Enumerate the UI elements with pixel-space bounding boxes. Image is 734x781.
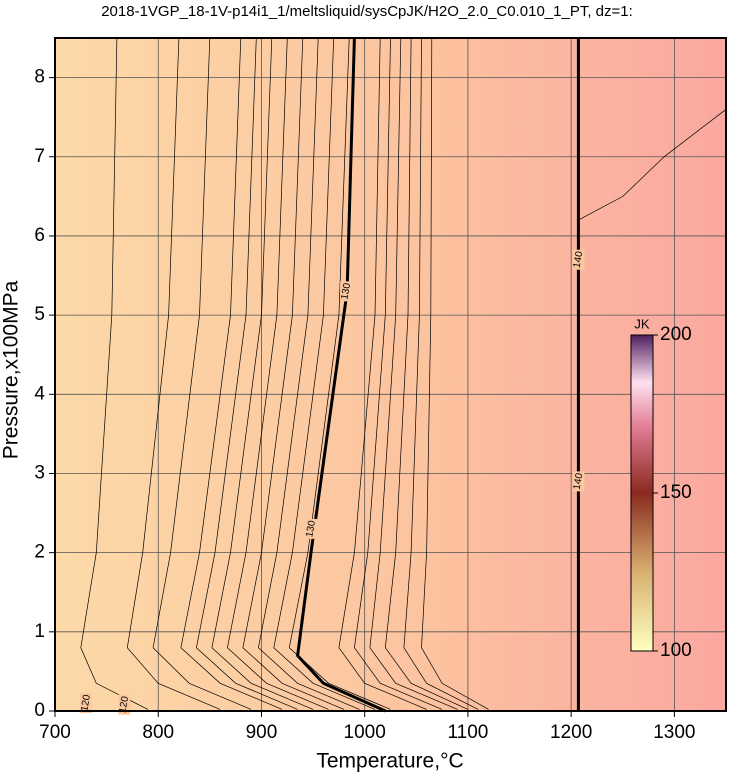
y-tick-label: 1 xyxy=(34,621,45,642)
contour-label-bg xyxy=(572,249,585,270)
contour-line xyxy=(338,37,427,710)
contour-label-bg xyxy=(305,518,318,539)
contour-label: 130 xyxy=(339,282,353,301)
colorbar-tick-label: 150 xyxy=(660,482,692,503)
contour-label-bg xyxy=(79,693,92,714)
contour-line xyxy=(421,37,489,710)
y-tick-label: 8 xyxy=(34,67,45,88)
plot-area xyxy=(55,38,726,711)
x-tick-label: 1000 xyxy=(344,722,386,743)
colorbar-tick-label: 200 xyxy=(660,324,692,345)
y-tick-label: 4 xyxy=(34,383,45,404)
y-axis-label: Pressure,x100MPa xyxy=(0,280,23,459)
y-tick-label: 7 xyxy=(34,146,45,167)
contour-line xyxy=(80,37,149,710)
contour-label-bg xyxy=(118,694,131,715)
chart-title: 2018-1VGP_18-1V-p14i1_1/meltsliquid/sysC… xyxy=(101,3,633,20)
contour-line xyxy=(288,37,391,710)
contour-line xyxy=(403,37,479,710)
x-tick-label: 900 xyxy=(246,722,278,743)
contour-line xyxy=(152,37,252,710)
contour-line xyxy=(196,37,298,710)
y-tick-label: 0 xyxy=(34,700,45,721)
x-tick-label: 1200 xyxy=(550,722,592,743)
x-tick-label: 1300 xyxy=(653,722,695,743)
contour-label: 120 xyxy=(79,694,93,713)
contour-line xyxy=(180,37,283,710)
x-tick-label: 1100 xyxy=(447,722,488,743)
y-tick-label: 6 xyxy=(34,225,45,246)
y-tick-label: 3 xyxy=(34,462,45,483)
colorbar xyxy=(630,334,654,652)
contour-line xyxy=(242,37,345,710)
contour-line xyxy=(369,37,458,710)
contour-line xyxy=(211,37,314,710)
y-tick-label: 5 xyxy=(34,304,45,325)
y-tick-label: 2 xyxy=(34,542,45,563)
contour-line xyxy=(384,37,469,710)
plot-frame xyxy=(54,37,727,712)
contour-label: 130 xyxy=(304,519,318,538)
contour-label-bg xyxy=(572,471,585,492)
contour-line xyxy=(227,37,329,710)
contour-line xyxy=(296,37,386,713)
colorbar-label: JK xyxy=(634,316,650,331)
contour-line xyxy=(354,37,443,710)
contour-label: 120 xyxy=(117,695,131,714)
contour-line xyxy=(258,37,360,710)
contour-line xyxy=(578,109,727,221)
contour-line xyxy=(126,37,221,710)
contour-label-bg xyxy=(340,281,353,302)
contour-line xyxy=(273,37,376,710)
x-tick-label: 700 xyxy=(39,722,71,743)
contour-label: 140 xyxy=(572,472,586,491)
contour-label: 140 xyxy=(572,250,586,269)
colorbar-tick-label: 100 xyxy=(660,640,692,661)
x-axis-label: Temperature,°C xyxy=(316,750,463,773)
x-tick-label: 800 xyxy=(142,722,174,743)
